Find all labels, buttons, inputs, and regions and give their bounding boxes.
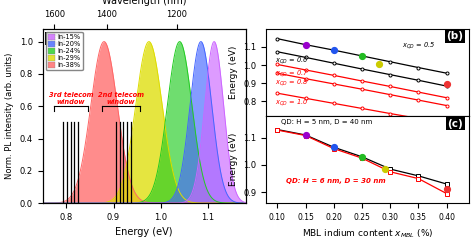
Text: (c): (c) [447, 119, 463, 129]
X-axis label: Energy (eV): Energy (eV) [116, 228, 173, 237]
Text: (b): (b) [446, 31, 463, 41]
Text: (a): (a) [47, 34, 64, 44]
Text: $x_{QD}$ = 1.0: $x_{QD}$ = 1.0 [274, 98, 308, 108]
Y-axis label: Energy (eV): Energy (eV) [229, 133, 238, 186]
Text: QD: H = 6 nm, D = 30 nm: QD: H = 6 nm, D = 30 nm [286, 178, 386, 184]
Text: $x_{QD}$ = 0.6: $x_{QD}$ = 0.6 [274, 56, 308, 66]
Text: $x_{QD}$ = 0.8: $x_{QD}$ = 0.8 [274, 77, 308, 87]
Text: $x_{QD}$ = 0.5: $x_{QD}$ = 0.5 [401, 41, 435, 51]
Text: $x_{QD}$ = 0.7: $x_{QD}$ = 0.7 [274, 68, 308, 79]
Text: QD: H = 5 nm, D = 40 nm: QD: H = 5 nm, D = 40 nm [282, 120, 373, 125]
Y-axis label: Norm. PL intensity (arb. units): Norm. PL intensity (arb. units) [5, 53, 14, 179]
Text: 3rd telecom
window: 3rd telecom window [49, 92, 93, 105]
Text: 2nd telecom
window: 2nd telecom window [98, 92, 144, 105]
X-axis label: Wavelength (nm): Wavelength (nm) [102, 0, 186, 6]
Legend: In-15%, In-20%, In-24%, In-29%, In-38%: In-15%, In-20%, In-24%, In-29%, In-38% [46, 32, 82, 70]
X-axis label: MBL indium content $x_{MBL}$ (%): MBL indium content $x_{MBL}$ (%) [302, 228, 433, 239]
Y-axis label: Energy (eV): Energy (eV) [228, 46, 237, 99]
